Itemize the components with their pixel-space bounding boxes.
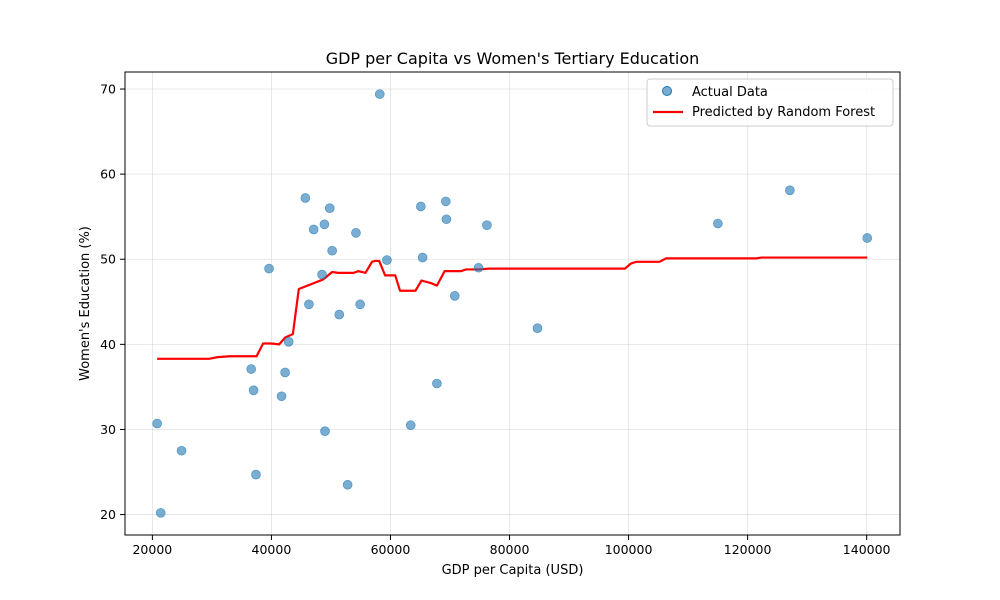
data-point bbox=[532, 323, 543, 333]
data-point bbox=[264, 263, 274, 274]
x-tick-label: 60000 bbox=[371, 542, 411, 557]
data-point bbox=[317, 269, 327, 280]
legend-label-actual-data: Actual Data bbox=[692, 85, 768, 100]
data-point bbox=[862, 233, 873, 243]
data-point bbox=[319, 219, 330, 230]
data-point bbox=[176, 445, 187, 456]
data-point bbox=[432, 378, 442, 389]
x-axis-label: GDP per Capita (USD) bbox=[442, 563, 584, 578]
prediction-line bbox=[157, 256, 868, 360]
data-point bbox=[308, 224, 319, 235]
y-tick-label: 70 bbox=[100, 82, 116, 97]
grid bbox=[125, 72, 900, 535]
x-tick-label: 20000 bbox=[132, 542, 172, 557]
chart-title: GDP per Capita vs Women's Tertiary Educa… bbox=[326, 49, 700, 68]
data-point bbox=[405, 420, 416, 431]
x-tick-label: 40000 bbox=[252, 542, 292, 557]
legend-box bbox=[646, 78, 894, 127]
scatter-points bbox=[152, 89, 873, 518]
y-axis-label: Women's Education (%) bbox=[78, 226, 93, 381]
data-point bbox=[351, 228, 361, 238]
x-tick-label: 140000 bbox=[843, 542, 891, 557]
data-point bbox=[417, 252, 428, 263]
y-tick-label: 50 bbox=[100, 252, 116, 267]
plot-area-frame bbox=[124, 71, 901, 536]
data-point bbox=[342, 479, 353, 490]
legend-label-predicted: Predicted by Random Forest bbox=[692, 105, 875, 120]
data-point bbox=[449, 291, 460, 301]
data-point bbox=[355, 299, 365, 310]
data-point bbox=[713, 218, 723, 229]
y-tick-label: 60 bbox=[100, 167, 116, 182]
data-point bbox=[327, 245, 337, 256]
data-point bbox=[324, 203, 335, 213]
data-point bbox=[441, 196, 451, 207]
data-point bbox=[441, 214, 452, 225]
axis-ticks: 20000 40000 60000 80000 100000 120000 140000 20… bbox=[100, 82, 890, 557]
data-point bbox=[374, 89, 385, 99]
data-point bbox=[152, 418, 162, 429]
data-point bbox=[155, 508, 166, 518]
x-tick-label: 80000 bbox=[490, 542, 530, 557]
data-point bbox=[382, 255, 392, 265]
data-point bbox=[304, 299, 314, 310]
x-tick-label: 120000 bbox=[724, 542, 772, 557]
data-point bbox=[300, 193, 311, 203]
data-point bbox=[283, 336, 294, 347]
data-point bbox=[320, 426, 330, 436]
y-tick-label: 30 bbox=[100, 422, 116, 437]
data-point bbox=[280, 367, 290, 378]
data-point bbox=[248, 385, 259, 396]
data-point bbox=[473, 262, 484, 273]
data-point bbox=[276, 391, 287, 402]
data-point bbox=[246, 364, 256, 374]
data-point bbox=[251, 469, 261, 480]
legend-marker-actual-data bbox=[662, 86, 672, 96]
data-point bbox=[334, 309, 345, 320]
legend: Actual Data Predicted by Random Forest bbox=[646, 78, 894, 127]
x-tick-label: 100000 bbox=[605, 542, 653, 557]
y-tick-label: 20 bbox=[100, 507, 116, 522]
prediction-line-layer bbox=[157, 256, 868, 360]
y-tick-label: 40 bbox=[100, 337, 116, 352]
data-point bbox=[482, 220, 492, 230]
data-point bbox=[416, 201, 426, 212]
data-point bbox=[785, 185, 795, 196]
